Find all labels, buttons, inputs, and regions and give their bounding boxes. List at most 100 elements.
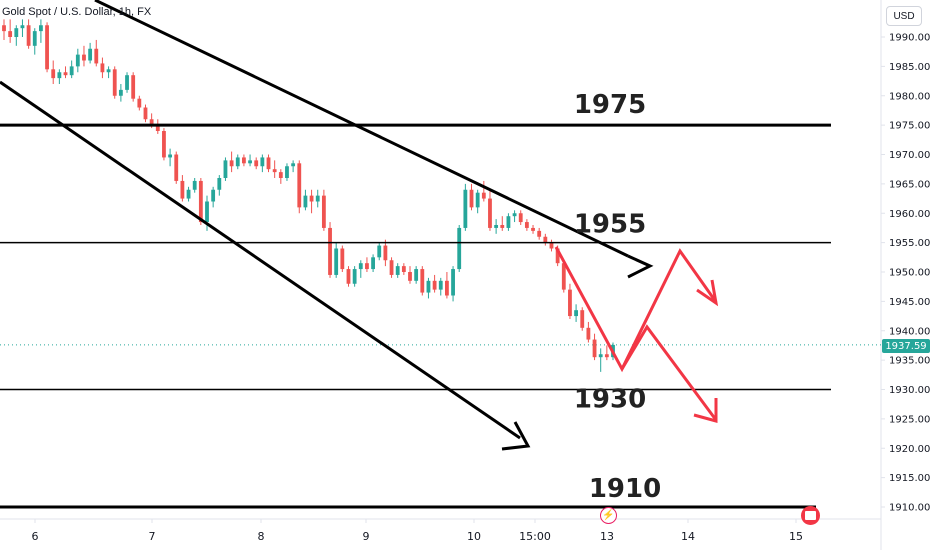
candle-body	[438, 280, 443, 290]
time-tick-label: 15:00	[519, 530, 551, 543]
candle-body	[180, 180, 185, 199]
price-tick-label: 1930.00	[889, 385, 930, 396]
candle-body	[45, 25, 49, 70]
price-tick-label: 1965.00	[889, 179, 930, 190]
candle-body	[69, 66, 74, 76]
currency-button[interactable]: USD	[886, 6, 922, 26]
candle-body	[63, 72, 68, 76]
candle-body	[352, 269, 357, 284]
candle-body	[463, 189, 468, 228]
price-axis[interactable]: 1990.00 1985.00 1980.00 1975.00 1970.00 1965.…	[881, 33, 930, 514]
price-tick-label: 1980.00	[889, 91, 930, 102]
candle-body	[500, 225, 505, 228]
candle-body	[401, 266, 406, 272]
candle-body	[168, 154, 172, 158]
candle-body	[457, 227, 462, 270]
candle-body	[248, 160, 252, 164]
candle-body	[346, 269, 351, 284]
candle-body	[2, 25, 6, 32]
price-tick-label: 1910.00	[889, 503, 930, 514]
candle-body	[414, 269, 419, 281]
candle-body	[334, 248, 339, 275]
candle-body	[365, 263, 369, 270]
candle-body	[137, 98, 142, 108]
candle-body	[549, 242, 554, 249]
candle-body	[445, 280, 449, 296]
candle-body	[592, 339, 597, 358]
projection-bearish-path[interactable]	[620, 324, 718, 421]
price-tick-label: 1985.00	[889, 62, 930, 73]
price-tick-label: 1960.00	[889, 209, 930, 220]
candle-body	[475, 192, 480, 208]
candle-body	[260, 157, 265, 167]
candle-body	[371, 257, 375, 270]
candle-body	[39, 25, 43, 32]
projection-bullish-path[interactable]	[554, 246, 718, 373]
candle-body	[512, 213, 517, 217]
candle-body	[155, 125, 160, 131]
plot-area[interactable]	[0, 0, 880, 519]
candle-body	[358, 263, 363, 270]
price-tick-label: 1935.00	[889, 356, 930, 367]
candle-body	[420, 269, 425, 293]
time-axis[interactable]: 6 7 8 9 10 15:00 13 14 15	[32, 519, 804, 543]
candle-body	[272, 169, 277, 173]
candle-body	[524, 222, 529, 228]
lower-trendline[interactable]	[0, 80, 521, 440]
candle-body	[315, 195, 320, 202]
time-tick-label: 13	[600, 530, 614, 543]
candle-body	[198, 180, 203, 223]
lower-trendline-arrowhead	[501, 421, 531, 451]
candle-body	[143, 107, 148, 120]
candle-body	[242, 157, 246, 164]
candle-body	[254, 160, 259, 167]
upper-trendline-arrowhead	[627, 254, 654, 279]
time-tick-label: 9	[363, 530, 370, 543]
candle-body	[82, 54, 86, 61]
price-tick-label: 1925.00	[889, 414, 930, 425]
candle-body	[574, 310, 578, 317]
candle-body	[94, 48, 99, 64]
calendar-event-icon[interactable]	[801, 506, 820, 525]
price-tick-label: 1990.00	[889, 33, 930, 44]
time-tick-label: 6	[32, 530, 39, 543]
candle-body	[162, 131, 166, 158]
candle-body	[131, 75, 136, 99]
candle-body	[297, 163, 302, 208]
time-tick-label: 10	[467, 530, 481, 543]
candle-body	[51, 69, 56, 79]
candle-body	[488, 198, 492, 228]
candle-body	[506, 216, 511, 228]
candle-body	[192, 180, 197, 190]
candle-body	[149, 119, 154, 126]
candle-body	[598, 354, 603, 358]
candle-body	[531, 227, 535, 231]
projection-bullish-arrowhead	[696, 279, 719, 307]
candle-body	[340, 248, 345, 270]
candle-body	[112, 69, 117, 96]
candle-body	[309, 195, 314, 202]
candle-body	[580, 310, 585, 328]
time-tick-label: 8	[258, 530, 265, 543]
upper-trendline[interactable]	[94, 0, 629, 258]
candle-body	[278, 172, 283, 178]
time-tick-label: 7	[149, 530, 156, 543]
candle-body	[328, 227, 332, 275]
candle-body	[395, 266, 400, 275]
candle-body	[604, 354, 609, 358]
candle-body	[568, 289, 572, 317]
candle-body	[174, 154, 179, 181]
price-tick-label: 1970.00	[889, 150, 930, 161]
time-tick-label: 15	[789, 530, 803, 543]
level-label-1930: 1930	[574, 385, 646, 415]
projection-bearish-arrowhead	[693, 398, 718, 423]
lightning-icon[interactable]: ⚡	[600, 507, 617, 524]
candle-body	[389, 260, 394, 275]
candle-body	[229, 160, 234, 167]
candle-body	[235, 157, 240, 167]
candle-body	[20, 25, 25, 29]
candle-body	[223, 160, 228, 178]
price-tick-label: 1945.00	[889, 297, 930, 308]
candle-body	[555, 248, 560, 264]
